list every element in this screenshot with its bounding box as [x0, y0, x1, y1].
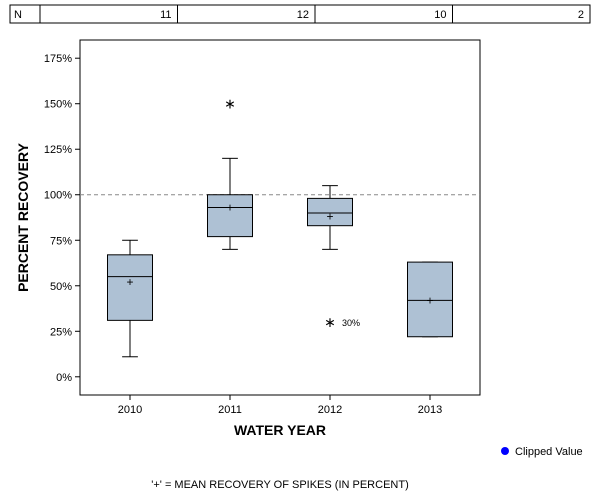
footnote: '+' = MEAN RECOVERY OF SPIKES (IN PERCEN… — [151, 479, 408, 491]
y-tick-label: 100% — [44, 190, 72, 202]
outlier-label: 30% — [342, 318, 360, 328]
n-header-value: 2 — [578, 9, 584, 21]
n-header-value: 10 — [434, 9, 446, 21]
y-axis-title: PERCENT RECOVERY — [15, 142, 31, 292]
mean-marker: + — [426, 293, 433, 307]
y-tick-label: 50% — [50, 281, 72, 293]
x-tick-label: 2010 — [118, 404, 142, 416]
y-tick-label: 75% — [50, 235, 72, 247]
y-tick-label: 125% — [44, 144, 72, 156]
outlier-marker: ∗ — [324, 314, 336, 330]
n-header-value: 12 — [297, 9, 309, 21]
n-header-cell — [40, 5, 178, 23]
plot-area — [80, 40, 480, 395]
legend-marker — [501, 447, 509, 455]
x-tick-label: 2013 — [418, 404, 442, 416]
n-header-value: 11 — [160, 9, 171, 21]
y-tick-label: 150% — [44, 99, 72, 111]
boxplot-chart: N 11 12 10 2 0% 25% 50% 75% 100% 125% 150% 175% 2010 2… — [0, 0, 600, 500]
mean-marker: + — [126, 275, 133, 289]
x-tick-label: 2012 — [318, 404, 342, 416]
n-header-cell — [453, 5, 591, 23]
y-tick-label: 0% — [56, 372, 72, 384]
chart-container: N 11 12 10 2 0% 25% 50% 75% 100% 125% 150% 175% 2010 2… — [0, 0, 600, 500]
legend-label: Clipped Value — [515, 446, 583, 458]
n-header-cell — [315, 5, 453, 23]
x-tick-label: 2011 — [218, 404, 242, 416]
x-axis-title: WATER YEAR — [234, 422, 326, 438]
y-tick-label: 25% — [50, 326, 72, 338]
mean-marker: + — [226, 200, 233, 214]
mean-marker: + — [326, 210, 333, 224]
n-header-cell — [178, 5, 316, 23]
outlier-marker: ∗ — [224, 96, 236, 112]
n-header-label: N — [14, 9, 22, 21]
y-tick-label: 175% — [44, 53, 72, 65]
